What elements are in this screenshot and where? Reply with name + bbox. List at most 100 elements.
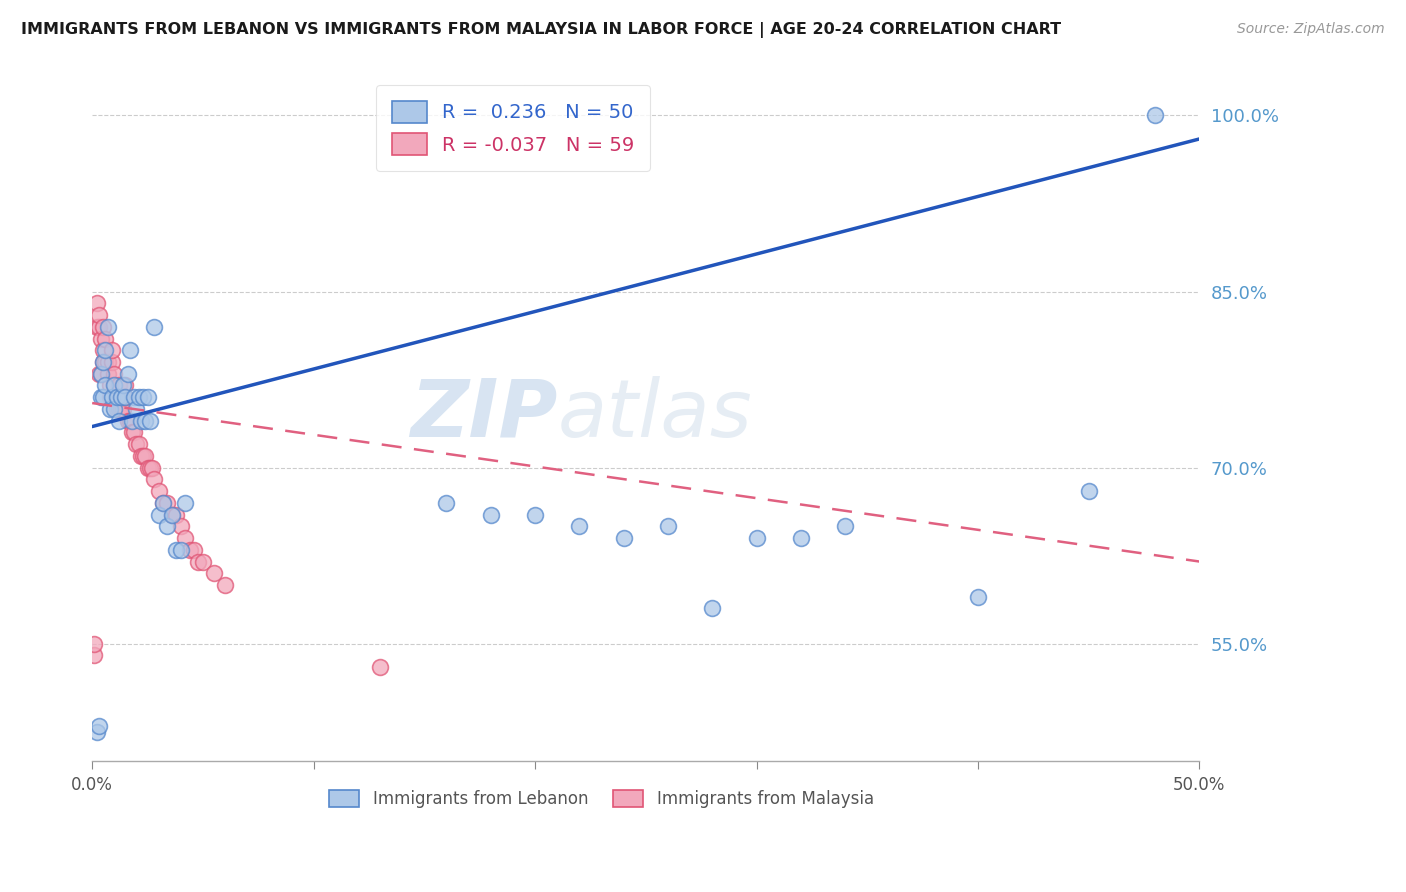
Point — [132, 449, 155, 463]
Point — [114, 390, 136, 404]
Point — [139, 460, 162, 475]
Point — [129, 414, 152, 428]
Point — [132, 390, 155, 404]
Point — [121, 425, 143, 440]
Point — [94, 378, 117, 392]
Point — [110, 390, 132, 404]
Point — [114, 378, 136, 392]
Point — [436, 496, 458, 510]
Point — [107, 414, 129, 428]
Point — [98, 401, 121, 416]
Point — [83, 637, 105, 651]
Point — [103, 378, 125, 392]
Point — [117, 414, 139, 428]
Point — [136, 390, 159, 404]
Point — [141, 460, 163, 475]
Point — [143, 319, 166, 334]
Point — [117, 367, 139, 381]
Point — [101, 355, 124, 369]
Point — [118, 414, 141, 428]
Point — [128, 437, 150, 451]
Point — [107, 378, 129, 392]
Point — [214, 578, 236, 592]
Point — [479, 508, 502, 522]
Point — [121, 414, 143, 428]
Point — [91, 390, 114, 404]
Point — [87, 319, 110, 334]
Point — [174, 531, 197, 545]
Point — [83, 648, 105, 663]
Point — [834, 519, 856, 533]
Point — [91, 355, 114, 369]
Point — [112, 390, 135, 404]
Point — [97, 367, 120, 381]
Point — [191, 555, 214, 569]
Point — [160, 508, 183, 522]
Point — [657, 519, 679, 533]
Point — [1144, 108, 1167, 122]
Point — [86, 724, 108, 739]
Point — [125, 401, 148, 416]
Point — [524, 508, 547, 522]
Point — [187, 555, 209, 569]
Point — [202, 566, 225, 581]
Point — [91, 319, 114, 334]
Point — [110, 390, 132, 404]
Point — [105, 390, 128, 404]
Point — [87, 308, 110, 322]
Point — [90, 367, 112, 381]
Legend: Immigrants from Lebanon, Immigrants from Malaysia: Immigrants from Lebanon, Immigrants from… — [323, 783, 880, 815]
Point — [165, 508, 187, 522]
Point — [101, 343, 124, 358]
Point — [103, 367, 125, 381]
Point — [134, 414, 156, 428]
Point — [122, 425, 145, 440]
Text: atlas: atlas — [557, 376, 752, 454]
Point — [112, 378, 135, 392]
Point — [148, 508, 170, 522]
Point — [101, 390, 124, 404]
Point — [368, 660, 391, 674]
Point — [98, 390, 121, 404]
Point — [114, 390, 136, 404]
Point — [152, 496, 174, 510]
Point — [103, 401, 125, 416]
Point — [967, 590, 990, 604]
Point — [183, 542, 205, 557]
Point — [86, 319, 108, 334]
Point — [139, 414, 162, 428]
Point — [90, 367, 112, 381]
Point — [91, 355, 114, 369]
Point — [94, 355, 117, 369]
Point — [94, 343, 117, 358]
Point — [112, 401, 135, 416]
Point — [86, 296, 108, 310]
Point — [118, 343, 141, 358]
Point — [745, 531, 768, 545]
Point — [790, 531, 813, 545]
Point — [91, 343, 114, 358]
Point — [170, 542, 193, 557]
Point — [105, 401, 128, 416]
Point — [156, 519, 179, 533]
Point — [125, 437, 148, 451]
Point — [94, 331, 117, 345]
Point — [143, 472, 166, 486]
Point — [148, 484, 170, 499]
Point — [702, 601, 724, 615]
Point — [110, 401, 132, 416]
Point — [90, 331, 112, 345]
Point — [174, 496, 197, 510]
Point — [128, 390, 150, 404]
Point — [97, 319, 120, 334]
Point — [97, 355, 120, 369]
Point — [156, 496, 179, 510]
Point — [98, 378, 121, 392]
Point — [568, 519, 591, 533]
Point — [122, 390, 145, 404]
Point — [87, 719, 110, 733]
Point — [107, 401, 129, 416]
Text: Source: ZipAtlas.com: Source: ZipAtlas.com — [1237, 22, 1385, 37]
Point — [179, 542, 201, 557]
Point — [87, 367, 110, 381]
